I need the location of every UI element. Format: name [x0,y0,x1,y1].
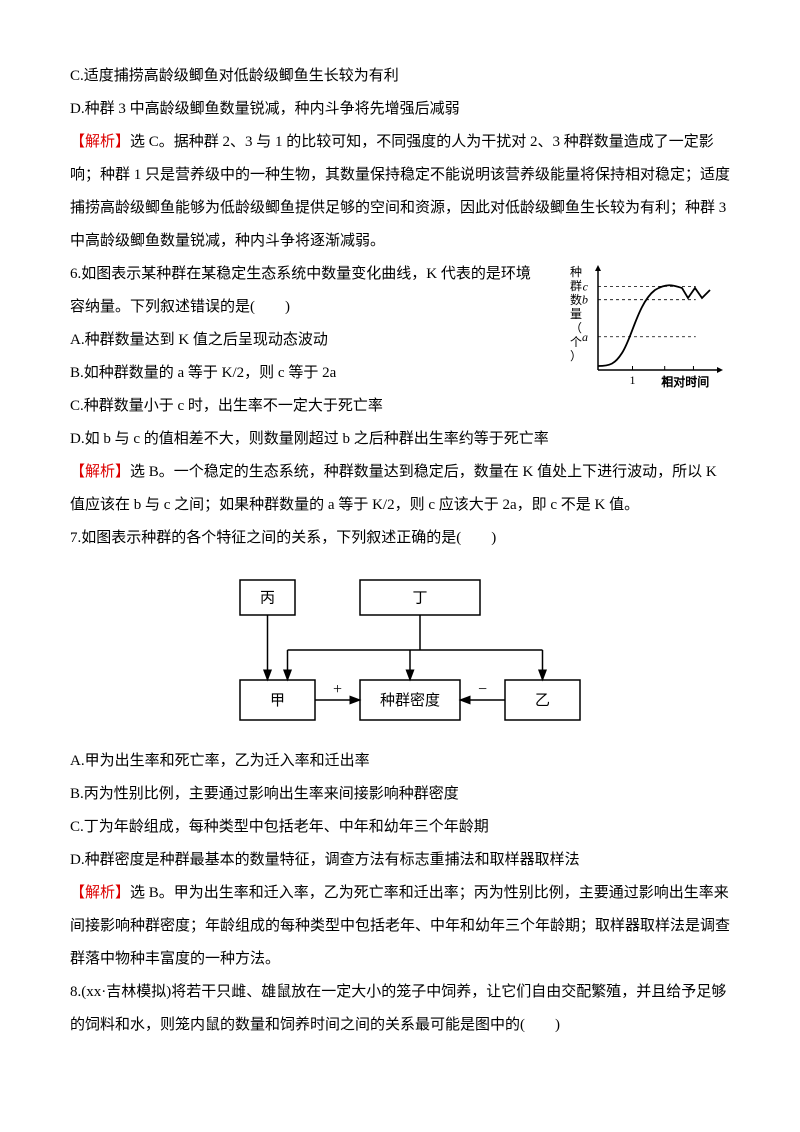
svg-text:）: ） [570,349,582,363]
svg-text:量: 量 [570,307,582,321]
analysis-2: 【解析】选 B。一个稳定的生态系统，种群数量达到稳定后，数量在 K 值处上下进行… [70,456,730,522]
svg-text:+: + [333,681,342,698]
svg-text:个: 个 [570,335,582,349]
analysis-text: 选 B。甲为出生率和迁入率，乙为死亡率和迁出率；丙为性别比例，主要通过影响出生率… [70,885,730,967]
option-d: D.种群 3 中高龄级鲫鱼数量锐减，种内斗争将先增强后减弱 [70,93,730,126]
svg-text:1: 1 [630,373,636,387]
svg-text:a: a [582,330,588,344]
svg-text:c: c [583,279,589,293]
q7-option-c: C.丁为年龄组成，每种类型中包括老年、中年和幼年三个年龄期 [70,811,730,844]
svg-text:丁: 丁 [412,591,427,607]
q7-option-d: D.种群密度是种群最基本的数量特征，调查方法有标志重捕法和取样器取样法 [70,844,730,877]
svg-text:种: 种 [570,265,582,279]
analysis-label: 【解析】 [70,885,130,901]
svg-text:−: − [478,681,487,698]
svg-text:b: b [582,293,588,307]
analysis-label: 【解析】 [70,464,130,480]
q7-option-b: B.丙为性别比例，主要通过影响出生率来间接影响种群密度 [70,778,730,811]
svg-text:（: （ [570,321,582,335]
svg-text:群: 群 [570,279,582,293]
svg-text:数: 数 [570,292,582,307]
svg-text:相对时间: 相对时间 [661,374,709,388]
analysis-label: 【解析】 [70,134,130,150]
svg-text:丙: 丙 [260,591,275,607]
question-7: 7.如图表示种群的各个特征之间的关系，下列叙述正确的是( ) [70,522,730,555]
q6-option-d: D.如 b 与 c 的值相差不大，则数量刚超过 b 之后种群出生率约等于死亡率 [70,423,730,456]
analysis-1: 【解析】选 C。据种群 2、3 与 1 的比较可知，不同强度的人为干扰对 2、3… [70,126,730,258]
option-c: C.适度捕捞高龄级鲫鱼对低龄级鲫鱼生长较为有利 [70,60,730,93]
question-8: 8.(xx·吉林模拟)将若干只雌、雄鼠放在一定大小的笼子中饲养，让它们自由交配繁… [70,976,730,1042]
svg-text:甲: 甲 [270,693,285,709]
analysis-3: 【解析】选 B。甲为出生率和迁入率，乙为死亡率和迁出率；丙为性别比例，主要通过影… [70,877,730,976]
analysis-text: 选 C。据种群 2、3 与 1 的比较可知，不同强度的人为干扰对 2、3 种群数… [70,134,730,249]
svg-text:乙: 乙 [535,693,550,709]
analysis-text: 选 B。一个稳定的生态系统，种群数量达到稳定后，数量在 K 值处上下进行波动，所… [70,464,717,513]
logistic-chart: 种群数量（个）abc123相对时间 [560,258,730,401]
q7-option-a: A.甲为出生率和死亡率，乙为迁入率和迁出率 [70,745,730,778]
relationship-diagram: 丙 丁甲 种群密度 乙 + − [70,570,730,730]
svg-text:种群密度: 种群密度 [380,692,440,709]
